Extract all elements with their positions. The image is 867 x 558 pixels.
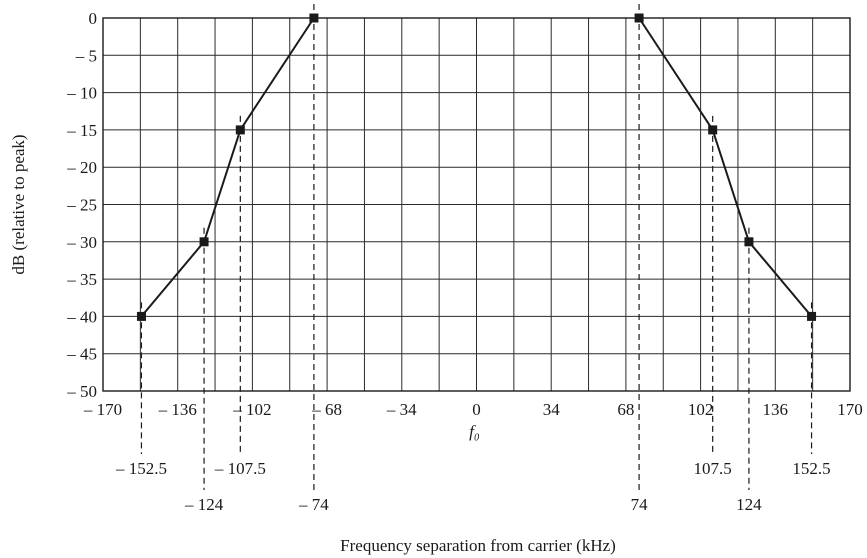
x-tick-label: 170 — [837, 400, 863, 419]
y-tick-label: – 15 — [66, 121, 97, 140]
y-tick-label: 0 — [89, 9, 98, 28]
data-point — [199, 237, 209, 247]
y-tick-label: – 45 — [66, 345, 97, 364]
drop-line-label: 124 — [736, 495, 762, 514]
plot-frame — [102, 17, 851, 392]
series-line — [638, 17, 813, 318]
drop-line-label: 152.5 — [792, 459, 830, 478]
x-tick-label: – 34 — [386, 400, 417, 419]
x-tick-label: 34 — [543, 400, 561, 419]
drop-line-label: 107.5 — [694, 459, 732, 478]
data-point — [235, 125, 245, 135]
y-tick-label: – 50 — [66, 382, 97, 401]
x-tick-label: – 136 — [158, 400, 197, 419]
drop-line-label: – 107.5 — [214, 459, 266, 478]
x-tick-label: – 102 — [232, 400, 271, 419]
x-tick-label: 0 — [472, 400, 481, 419]
y-tick-label: – 30 — [66, 233, 97, 252]
drop-line-label: – 152.5 — [115, 459, 167, 478]
data-point — [807, 311, 817, 321]
x-tick-label: – 170 — [83, 400, 122, 419]
data-point — [708, 125, 718, 135]
x-tick-label: 68 — [617, 400, 634, 419]
data-point — [744, 237, 754, 247]
y-tick-label: – 10 — [66, 84, 97, 103]
center-frequency-label: f₀ — [469, 422, 480, 441]
tick-labels: 0 – 5 – 10 – 15 – 20 – 25 – 30 – 35 – 40 – 45 – 50… — [66, 9, 863, 441]
drop-line-label: – 124 — [184, 495, 224, 514]
y-axis-label: dB (relative to peak) — [9, 134, 28, 274]
y-tick-label: – 35 — [66, 270, 97, 289]
x-axis-label: Frequency separation from carrier (kHz) — [340, 536, 616, 555]
y-tick-label: – 20 — [66, 158, 97, 177]
x-tick-label: 102 — [688, 400, 714, 419]
x-tick-label: 136 — [763, 400, 789, 419]
grid — [102, 17, 851, 392]
data-point — [136, 311, 146, 321]
x-tick-label: – 68 — [311, 400, 342, 419]
series-line — [140, 17, 315, 318]
drop-line-label: – 74 — [298, 495, 329, 514]
drop-line-label: 74 — [631, 495, 649, 514]
y-tick-label: – 5 — [75, 46, 97, 65]
y-tick-label: – 25 — [66, 196, 97, 215]
y-tick-label: – 40 — [66, 307, 97, 326]
